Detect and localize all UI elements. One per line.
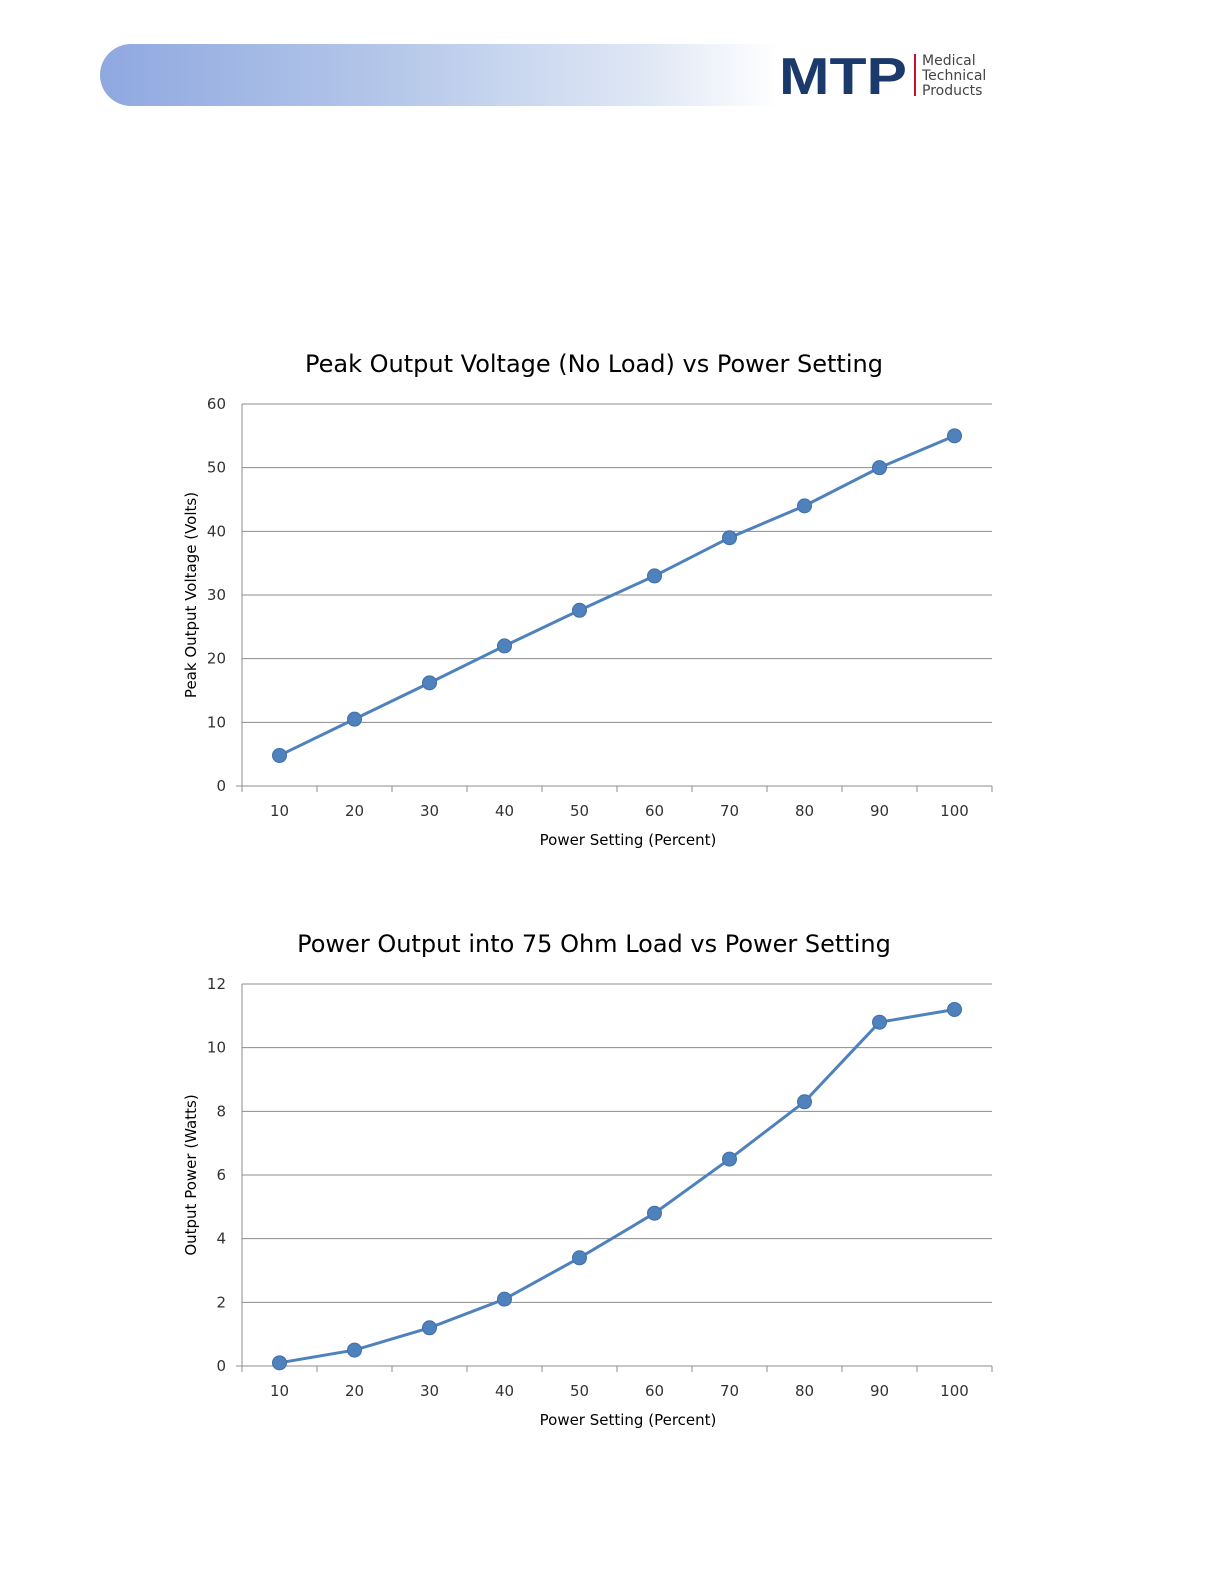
y-tick-label: 8 xyxy=(216,1102,226,1120)
x-tick-label: 40 xyxy=(495,1382,514,1400)
y-tick-label: 10 xyxy=(207,1039,226,1057)
data-point xyxy=(797,498,812,514)
x-tick-label: 30 xyxy=(420,802,439,820)
data-point xyxy=(272,747,287,763)
y-axis-label: Output Power (Watts) xyxy=(182,1094,200,1255)
y-tick-label: 12 xyxy=(207,975,226,993)
x-tick-label: 70 xyxy=(720,1382,739,1400)
x-tick-label: 50 xyxy=(570,802,589,820)
data-point xyxy=(347,1342,362,1358)
data-point xyxy=(422,675,437,691)
x-tick-label: 80 xyxy=(795,802,814,820)
data-point xyxy=(272,1355,287,1371)
data-point xyxy=(572,1250,587,1266)
y-tick-label: 10 xyxy=(207,713,226,731)
y-tick-label: 30 xyxy=(207,586,226,604)
mtp-logo: MTP Medical Technical Products xyxy=(775,44,995,106)
x-tick-label: 20 xyxy=(345,802,364,820)
logo-line-technical: Technical xyxy=(921,68,986,84)
x-tick-label: 10 xyxy=(270,802,289,820)
y-tick-label: 2 xyxy=(216,1293,226,1311)
x-tick-label: 40 xyxy=(495,802,514,820)
data-point xyxy=(647,568,662,584)
logo-line-medical: Medical xyxy=(922,53,976,69)
x-tick-label: 60 xyxy=(645,1382,664,1400)
data-point xyxy=(722,530,737,546)
y-tick-label: 4 xyxy=(216,1230,226,1248)
chart-title: Power Output into 75 Ohm Load vs Power S… xyxy=(297,930,891,958)
x-tick-label: 100 xyxy=(940,802,969,820)
x-axis-label: Power Setting (Percent) xyxy=(540,1411,717,1429)
x-tick-label: 10 xyxy=(270,1382,289,1400)
chart-title: Peak Output Voltage (No Load) vs Power S… xyxy=(305,350,883,378)
power-chart-svg: Power Output into 75 Ohm Load vs Power S… xyxy=(182,930,993,1429)
header-banner xyxy=(100,44,780,106)
data-point xyxy=(647,1205,662,1221)
y-tick-label: 40 xyxy=(207,522,226,540)
x-tick-label: 80 xyxy=(795,1382,814,1400)
series-line xyxy=(278,434,956,757)
y-tick-label: 60 xyxy=(207,395,226,413)
x-axis-label: Power Setting (Percent) xyxy=(540,831,717,849)
plot-area: 0 2 4 6 8 10 12 10 20 30 40 50 60 70 80 90 100 xyxy=(207,975,993,1400)
x-tick-label: 20 xyxy=(345,1382,364,1400)
plot-area: 0 10 20 30 40 50 60 10 20 30 40 50 60 70 80 90 100 xyxy=(207,395,993,820)
power-chart: Power Output into 75 Ohm Load vs Power S… xyxy=(170,920,1020,1440)
data-point xyxy=(497,638,512,654)
voltage-chart: Peak Output Voltage (No Load) vs Power S… xyxy=(170,340,1020,860)
x-tick-label: 50 xyxy=(570,1382,589,1400)
data-point xyxy=(722,1151,737,1167)
x-tick-label: 70 xyxy=(720,802,739,820)
logo-line-products: Products xyxy=(922,83,982,99)
y-tick-label: 0 xyxy=(216,1357,226,1375)
data-point xyxy=(947,428,962,444)
y-tick-label: 0 xyxy=(216,777,226,795)
y-tick-label: 20 xyxy=(207,650,226,668)
data-point xyxy=(872,460,887,476)
data-point xyxy=(947,1001,962,1017)
x-tick-label: 100 xyxy=(940,1382,969,1400)
data-point xyxy=(347,711,362,727)
logo-letters: MTP xyxy=(779,48,907,106)
x-tick-label: 30 xyxy=(420,1382,439,1400)
data-point xyxy=(872,1014,887,1030)
data-point xyxy=(497,1291,512,1307)
data-point xyxy=(422,1320,437,1336)
y-tick-label: 50 xyxy=(207,459,226,477)
x-tick-label: 90 xyxy=(870,802,889,820)
voltage-chart-svg: Peak Output Voltage (No Load) vs Power S… xyxy=(182,350,993,849)
y-tick-label: 6 xyxy=(216,1166,226,1184)
x-tick-label: 90 xyxy=(870,1382,889,1400)
x-tick-label: 60 xyxy=(645,802,664,820)
data-point xyxy=(572,602,587,618)
y-axis-label: Peak Output Voltage (Volts) xyxy=(182,492,200,698)
series-line xyxy=(279,1007,955,1365)
data-point xyxy=(797,1094,812,1110)
